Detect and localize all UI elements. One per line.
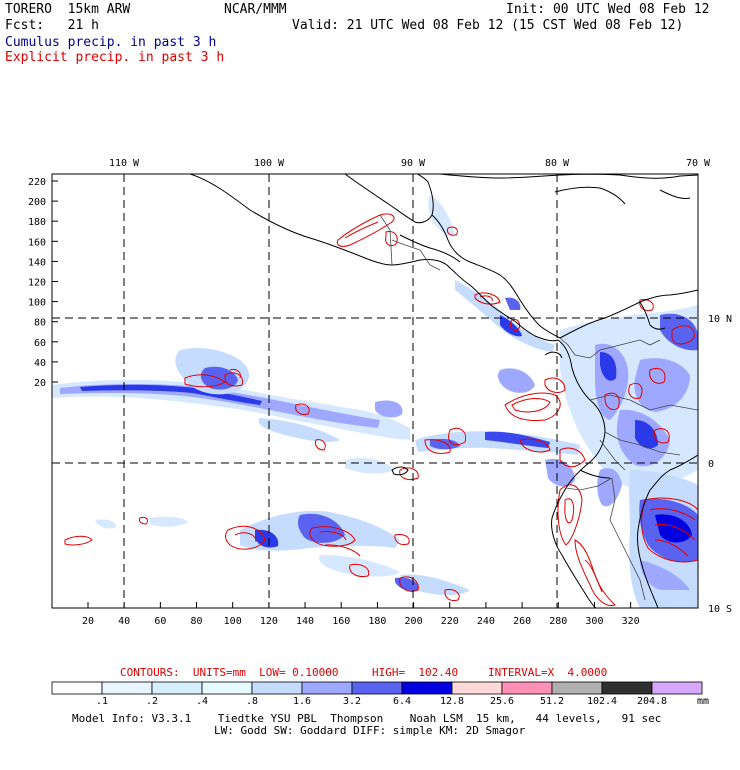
colorbar-swatch <box>101 681 153 695</box>
colorbar-swatch <box>501 681 553 695</box>
colorbar-label: 6.4 <box>393 696 411 707</box>
colorbar-swatch <box>251 681 303 695</box>
color-bar: .1.2.4.8 1.6 3.2 6.4 12.8 25.6 51.2 102.4 204.8 … <box>51 681 709 707</box>
x-tick-label: 280 <box>549 616 567 627</box>
x-tick-label: 180 <box>368 616 386 627</box>
lon-label: 100 W <box>254 158 285 169</box>
y-tick-label: 160 <box>28 237 46 248</box>
precip-map: 220 200 180 160 140 120 100 80 60 40 20 20 40 60 80 10… <box>28 158 732 627</box>
plot-frame <box>51 173 699 609</box>
contours-interval: INTERVAL=X 4.0000 <box>488 666 608 679</box>
lon-label: 80 W <box>545 158 570 169</box>
physics-info: LW: Godd SW: Goddard DIFF: simple KM: 2D… <box>214 724 526 737</box>
colorbar-swatch <box>351 681 403 695</box>
longitude-labels: 110 W 100 W 90 W 80 W 70 W <box>109 158 711 169</box>
colorbar-label: 12.8 <box>440 696 464 707</box>
colorbar-label: 1.6 <box>293 696 311 707</box>
lat-label: 0 <box>708 459 714 470</box>
lat-lon-gridlines <box>52 174 698 608</box>
colorbar-swatch <box>551 681 603 695</box>
contours-high: HIGH= 102.40 <box>372 666 459 679</box>
colorbar-swatch <box>601 681 653 695</box>
x-tick-label: 80 <box>191 616 203 627</box>
x-tick-label: 220 <box>441 616 459 627</box>
colorbar-swatch <box>301 681 353 695</box>
latitude-labels: 10 N 0 10 S <box>708 314 732 615</box>
colorbar-swatch <box>51 681 103 695</box>
colorbar-swatch <box>401 681 453 695</box>
forecast-hour: Fcst: 21 h <box>5 18 99 33</box>
y-tick-label: 80 <box>34 318 46 329</box>
colorbar-label: .8 <box>246 696 258 707</box>
x-tick-label: 20 <box>82 616 94 627</box>
x-tick-label: 200 <box>405 616 423 627</box>
x-tick-label: 100 <box>224 616 242 627</box>
x-tick-label: 140 <box>296 616 314 627</box>
cumulus-legend: Cumulus precip. in past 3 h <box>5 35 217 50</box>
colorbar-label: 102.4 <box>587 696 617 707</box>
organization-label: NCAR/MMM <box>224 2 287 17</box>
y-tick-label: 60 <box>34 338 46 349</box>
colorbar-label: 204.8 <box>637 696 667 707</box>
lon-label: 70 W <box>686 158 711 169</box>
colorbar-unit: mm <box>697 696 709 707</box>
colorbar-swatch <box>451 681 503 695</box>
x-tick-label: 260 <box>513 616 531 627</box>
y-tick-label: 220 <box>28 177 46 188</box>
x-tick-label: 40 <box>118 616 130 627</box>
x-axis: 20 40 60 80 100 120 140 160 180 200 220 240 260 280 30… <box>82 602 640 627</box>
y-axis: 220 200 180 160 140 120 100 80 60 40 20 <box>28 177 58 389</box>
colorbar-swatch <box>201 681 253 695</box>
x-tick-label: 320 <box>622 616 640 627</box>
colorbar-label: .4 <box>196 696 208 707</box>
x-tick-label: 160 <box>332 616 350 627</box>
colorbar-label: 51.2 <box>540 696 564 707</box>
colorbar-label: 25.6 <box>490 696 514 707</box>
colorbar-swatch <box>651 681 703 695</box>
lat-label: 10 S <box>708 604 732 615</box>
x-tick-label: 300 <box>585 616 603 627</box>
contours-units: CONTOURS: UNITS=mm LOW= 0.10000 <box>120 666 339 679</box>
lon-label: 110 W <box>109 158 140 169</box>
y-tick-label: 20 <box>34 378 46 389</box>
model-title: TORERO 15km ARW <box>5 2 131 17</box>
colorbar-label: .1 <box>96 696 108 707</box>
country-borders <box>379 214 698 601</box>
x-tick-label: 120 <box>260 616 278 627</box>
cumulus-precip-shading <box>52 195 698 608</box>
explicit-legend: Explicit precip. in past 3 h <box>5 50 225 65</box>
colorbar-label: .2 <box>146 696 158 707</box>
init-time: Init: 00 UTC Wed 08 Feb 12 <box>506 2 710 17</box>
model-info: Model Info: V3.3.1 Tiedtke YSU PBL Thomp… <box>72 712 662 725</box>
y-tick-label: 180 <box>28 217 46 228</box>
lon-label: 90 W <box>401 158 426 169</box>
y-tick-label: 120 <box>28 278 46 289</box>
lat-label: 10 N <box>708 314 732 325</box>
y-tick-label: 100 <box>28 298 46 309</box>
y-tick-label: 140 <box>28 257 46 268</box>
y-tick-label: 40 <box>34 358 46 369</box>
coastlines <box>189 174 698 608</box>
colorbar-swatch <box>151 681 203 695</box>
valid-time: Valid: 21 UTC Wed 08 Feb 12 (15 CST Wed … <box>292 18 684 33</box>
x-tick-label: 60 <box>154 616 166 627</box>
y-tick-label: 200 <box>28 197 46 208</box>
x-tick-label: 240 <box>477 616 495 627</box>
colorbar-label: 3.2 <box>343 696 361 707</box>
